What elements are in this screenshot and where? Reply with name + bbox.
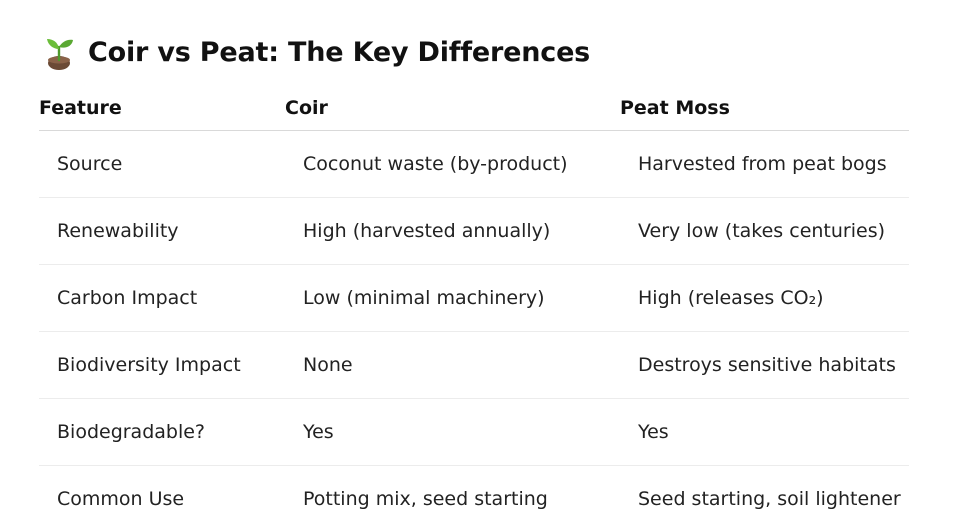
cell-peat: Seed starting, soil lightener: [620, 466, 909, 532]
header-coir: Coir: [285, 86, 620, 131]
comparison-table: Feature Coir Peat Moss Source Coconut wa…: [39, 86, 909, 532]
cell-feature: Biodegradable?: [39, 399, 285, 466]
cell-feature: Biodiversity Impact: [39, 332, 285, 399]
table-header: Feature Coir Peat Moss: [39, 86, 909, 131]
cell-coir: High (harvested annually): [285, 198, 620, 265]
table-row: Biodegradable? Yes Yes: [39, 399, 909, 466]
table-row: Common Use Potting mix, seed starting Se…: [39, 466, 909, 532]
cell-feature: Renewability: [39, 198, 285, 265]
cell-coir: Low (minimal machinery): [285, 265, 620, 332]
cell-peat: Destroys sensitive habitats: [620, 332, 909, 399]
cell-feature: Source: [39, 131, 285, 198]
table-row: Biodiversity Impact None Destroys sensit…: [39, 332, 909, 399]
cell-coir: Coconut waste (by-product): [285, 131, 620, 198]
cell-feature: Common Use: [39, 466, 285, 532]
page-title: Coir vs Peat: The Key Differences: [88, 37, 590, 68]
cell-coir: Potting mix, seed starting: [285, 466, 620, 532]
header-row: Feature Coir Peat Moss: [39, 86, 909, 131]
seedling-icon: [42, 34, 76, 70]
table-row: Carbon Impact Low (minimal machinery) Hi…: [39, 265, 909, 332]
cell-coir: Yes: [285, 399, 620, 466]
header-peat-moss: Peat Moss: [620, 86, 909, 131]
table-row: Source Coconut waste (by-product) Harves…: [39, 131, 909, 198]
cell-peat: Very low (takes centuries): [620, 198, 909, 265]
header-feature: Feature: [39, 86, 285, 131]
cell-peat: High (releases CO₂): [620, 265, 909, 332]
cell-peat: Yes: [620, 399, 909, 466]
table-row: Renewability High (harvested annually) V…: [39, 198, 909, 265]
cell-feature: Carbon Impact: [39, 265, 285, 332]
cell-coir: None: [285, 332, 620, 399]
cell-peat: Harvested from peat bogs: [620, 131, 909, 198]
table-body: Source Coconut waste (by-product) Harves…: [39, 131, 909, 532]
title-row: Coir vs Peat: The Key Differences: [42, 30, 590, 74]
